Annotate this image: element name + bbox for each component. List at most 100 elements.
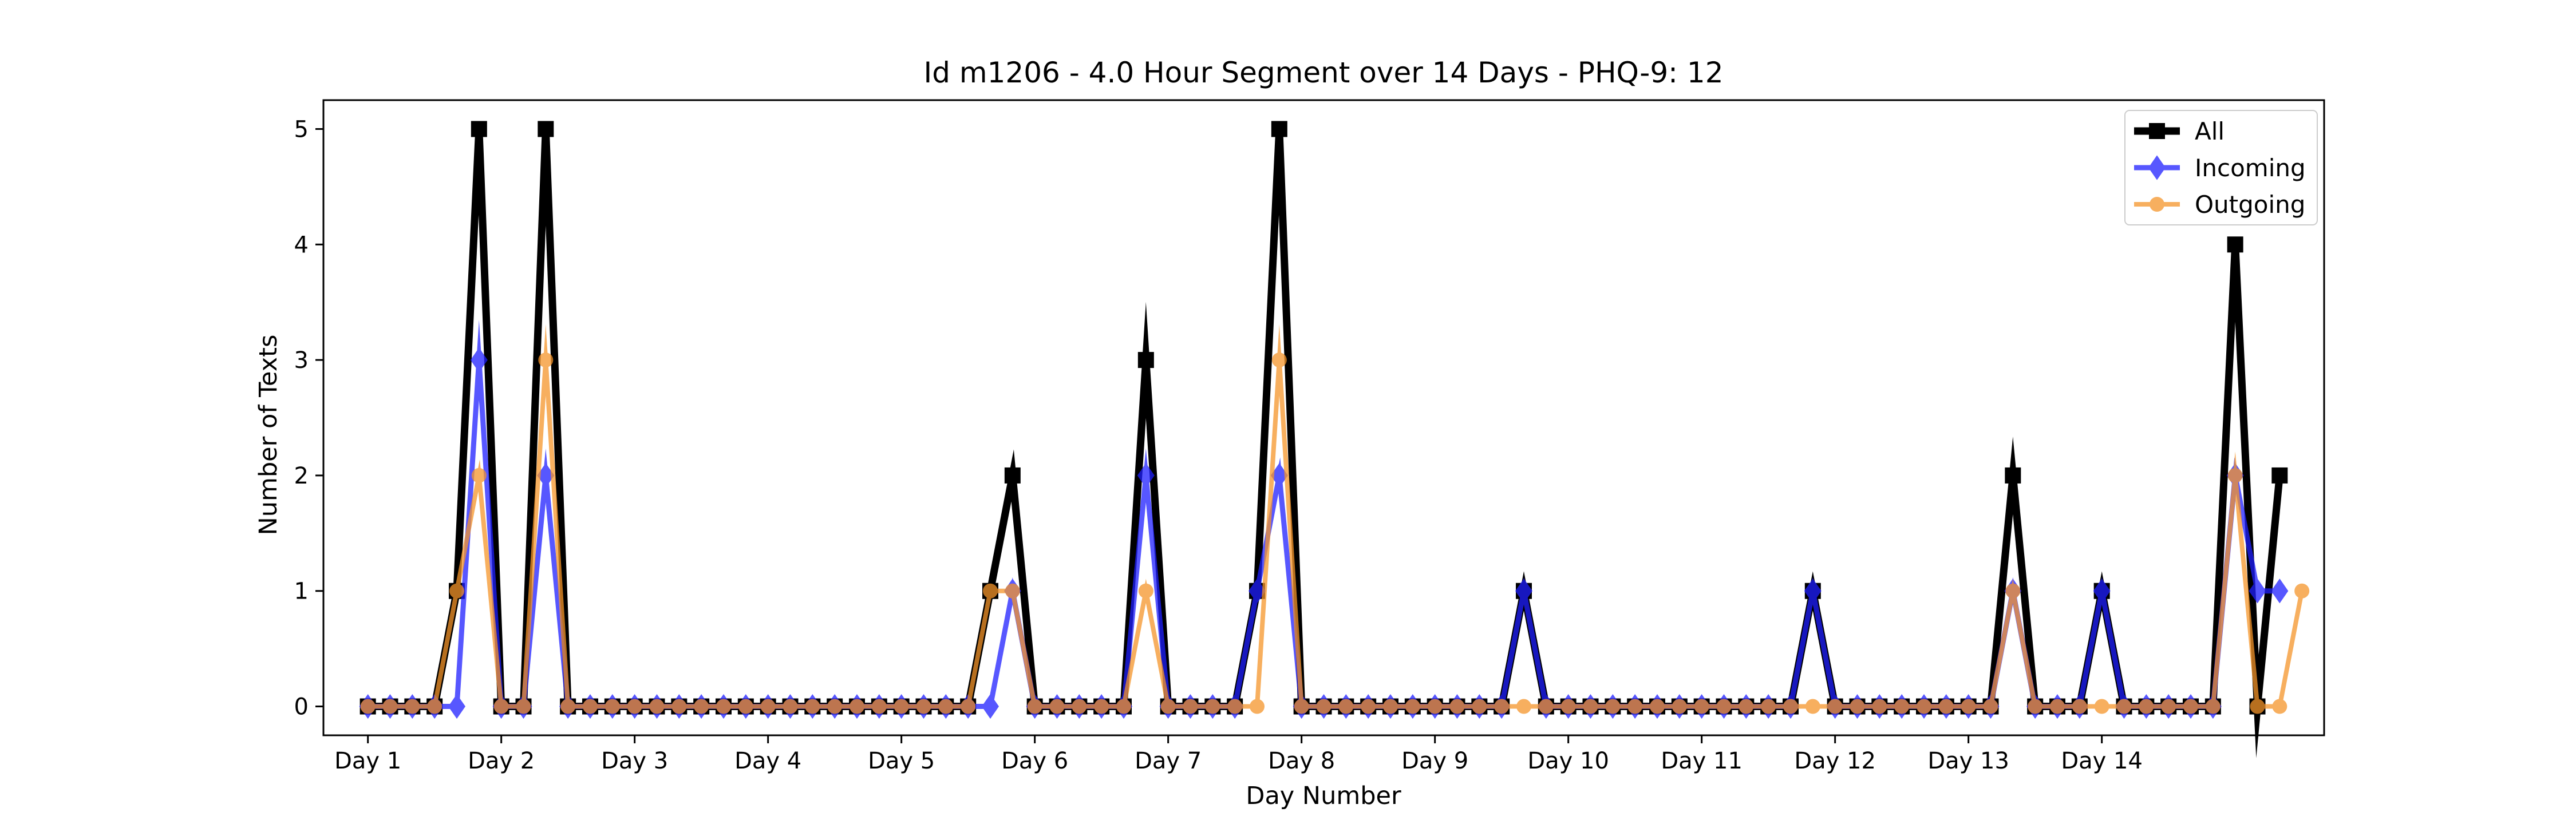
outgoing-point: [2272, 699, 2287, 714]
outgoing-point: [1427, 699, 1443, 714]
outgoing-point: [805, 699, 820, 714]
outgoing-point: [827, 699, 843, 714]
outgoing-point: [983, 583, 998, 599]
outgoing-point: [760, 699, 776, 714]
outgoing-point: [1627, 699, 1643, 714]
legend-label-outgoing: Outgoing: [2195, 191, 2305, 219]
x-tick-label: Day 13: [1927, 748, 2009, 774]
outgoing-point: [716, 699, 731, 714]
all-point: [471, 121, 487, 137]
outgoing-point: [2005, 583, 2021, 599]
outgoing-point: [1827, 699, 1843, 714]
outgoing-line: [368, 324, 2305, 709]
outgoing-point: [1650, 699, 1665, 714]
legend: All Incoming Outgoing: [2124, 110, 2318, 225]
outgoing-point: [382, 699, 398, 714]
incoming-point: [982, 694, 999, 719]
legend-swatch-marker: [2148, 155, 2166, 180]
outgoing-point: [1761, 699, 1776, 714]
outgoing-point: [738, 699, 753, 714]
outgoing-point: [1271, 352, 1287, 368]
plot-area: 0 1 2 3 4 5 Day 1 Day 2 Day 3 Day 4 Day 5 Day 6 Day …: [294, 99, 2325, 774]
outgoing-point: [1961, 699, 1976, 714]
outgoing-point: [1449, 699, 1465, 714]
y-axis-label: Number of Texts: [254, 335, 283, 536]
outgoing-point: [1294, 699, 1309, 714]
outgoing-point: [1316, 699, 1332, 714]
outgoing-point: [2294, 583, 2310, 599]
y-tick-label: 4: [294, 232, 309, 258]
outgoing-point: [1516, 699, 1531, 714]
outgoing-point: [471, 468, 487, 483]
x-tick-label: Day 10: [1527, 748, 1609, 774]
outgoing-point: [493, 699, 509, 714]
x-tick-label: Day 9: [1401, 748, 1468, 774]
outgoing-point: [449, 583, 464, 599]
outgoing-point: [1538, 699, 1554, 714]
x-tick-label: Day 3: [601, 748, 668, 774]
outgoing-point: [894, 699, 909, 714]
outgoing-point: [871, 699, 887, 714]
outgoing-point: [1938, 699, 1954, 714]
outgoing-point: [2183, 699, 2198, 714]
outgoing-point: [1472, 699, 1487, 714]
all-point: [1137, 352, 1154, 369]
incoming-point: [1137, 463, 1155, 488]
outgoing-point: [2161, 699, 2176, 714]
x-tick-label: Day 1: [334, 748, 401, 774]
y-tick-label: 1: [294, 579, 309, 605]
outgoing-point: [1250, 699, 1265, 714]
all-point: [2227, 236, 2243, 253]
outgoing-point: [2028, 699, 2043, 714]
incoming-point: [1804, 579, 1822, 604]
outgoing-point: [1338, 699, 1354, 714]
outgoing-point: [627, 699, 642, 714]
outgoing-point: [516, 699, 531, 714]
outgoing-point: [916, 699, 931, 714]
series-all: [359, 121, 2288, 758]
outgoing-point: [1983, 699, 1998, 714]
outgoing-point: [605, 699, 620, 714]
outgoing-point: [1917, 699, 1931, 714]
outgoing-point: [1716, 699, 1732, 714]
x-tick-label: Day 14: [2061, 748, 2143, 774]
outgoing-point: [560, 699, 576, 714]
outgoing-point: [1805, 699, 1820, 714]
legend-item-incoming: [2134, 155, 2180, 180]
y-tick-label: 2: [294, 463, 309, 489]
series-outgoing: [360, 324, 2310, 714]
legend-swatch-marker: [2149, 123, 2165, 139]
outgoing-point: [1116, 699, 1131, 714]
x-tick-label: Day 5: [868, 748, 935, 774]
y-tick-label: 5: [294, 116, 309, 142]
outgoing-point: [1005, 583, 1020, 599]
y-tick-label: 0: [294, 694, 309, 720]
chart-title: Id m1206 - 4.0 Hour Segment over 14 Days…: [923, 56, 1723, 89]
legend-label-incoming: Incoming: [2195, 154, 2306, 182]
incoming-point: [2249, 579, 2266, 604]
outgoing-point: [1894, 699, 1910, 714]
x-tick-label: Day 7: [1135, 748, 1202, 774]
legend-item-outgoing: [2134, 197, 2180, 212]
outgoing-point: [783, 699, 798, 714]
incoming-point: [448, 694, 465, 719]
outgoing-point: [1405, 699, 1420, 714]
outgoing-point: [2139, 699, 2154, 714]
outgoing-point: [671, 699, 687, 714]
outgoing-point: [649, 699, 665, 714]
incoming-point: [2093, 579, 2111, 604]
x-tick-label: Day 2: [468, 748, 535, 774]
plot-frame: [322, 99, 2325, 736]
outgoing-point: [1583, 699, 1598, 714]
outgoing-point: [2072, 699, 2087, 714]
x-tick-label: Day 11: [1661, 748, 1743, 774]
outgoing-point: [938, 699, 954, 714]
all-point: [1004, 467, 1021, 484]
outgoing-point: [1160, 699, 1176, 714]
outgoing-point: [1383, 699, 1398, 714]
outgoing-point: [1049, 699, 1065, 714]
incoming-point: [2271, 579, 2289, 604]
y-tick-label: 3: [294, 347, 309, 374]
all-line: [368, 129, 2283, 758]
incoming-point: [470, 347, 488, 373]
